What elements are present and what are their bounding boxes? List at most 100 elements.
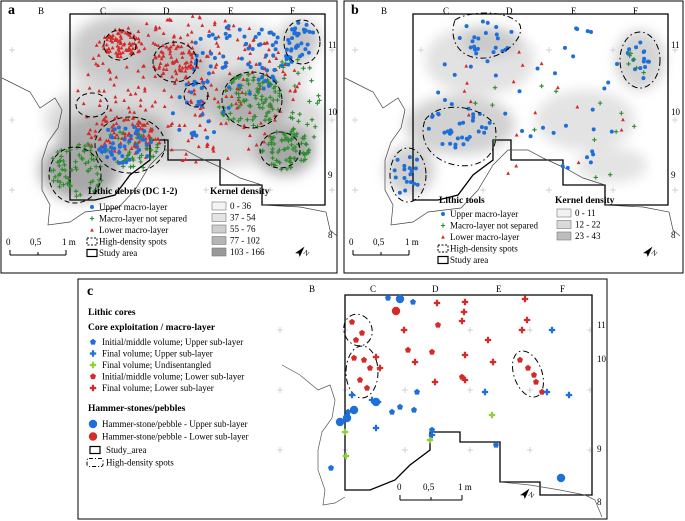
point-mixed [137, 155, 142, 160]
panel-c-area-legend: Study_area High-density spots [86, 445, 174, 468]
point-lower [166, 124, 170, 128]
point-upper [112, 127, 117, 132]
point-lower [160, 50, 165, 55]
panel-a-legend: Upper macro-layer Macro-layer not separed… [86, 202, 187, 258]
point-lower [283, 72, 287, 76]
core-final-point [433, 299, 441, 307]
scale-label-half: 0,5 [30, 237, 42, 247]
point-lower [190, 55, 195, 60]
point-lower [105, 37, 110, 42]
point-lower [185, 60, 189, 64]
point-lower [157, 53, 162, 58]
point-upper [571, 54, 576, 59]
point-lower [157, 64, 162, 68]
point-mixed [302, 133, 307, 139]
point-lower [153, 42, 158, 47]
point-lower [142, 86, 147, 91]
point-lower [533, 110, 538, 115]
point-lower [281, 69, 285, 74]
point-mixed [303, 141, 308, 146]
core-final-point [428, 431, 436, 439]
panel-b-legend-title: Lithic tools [439, 196, 485, 206]
panel-a-density-title: Kernel density [210, 187, 270, 197]
point-lower [169, 147, 174, 152]
point-lower [123, 134, 127, 139]
point-lower [161, 31, 166, 36]
point-upper [145, 154, 150, 159]
point-mixed [245, 77, 251, 83]
scale-label-half: 0,5 [423, 482, 435, 492]
point-lower [575, 104, 580, 109]
point-lower [265, 40, 270, 45]
panel-c-col-labels: B C D E F [309, 284, 565, 294]
point-upper [625, 50, 630, 55]
point-lower [93, 133, 98, 138]
point-lower [185, 32, 190, 37]
point-upper [257, 31, 262, 36]
point-upper [287, 55, 292, 60]
core-final-point [342, 452, 350, 460]
point-upper [461, 120, 466, 125]
point-upper [520, 129, 525, 134]
point-lower [136, 123, 141, 127]
point-upper [562, 45, 567, 50]
point-upper [264, 53, 269, 58]
point-upper [136, 135, 141, 140]
point-mixed [293, 148, 299, 154]
hammerstone-point [349, 405, 359, 415]
point-mixed [302, 151, 307, 157]
point-upper [213, 36, 218, 41]
point-lower [224, 121, 229, 125]
point-lower [112, 149, 117, 153]
point-mixed [87, 185, 93, 191]
point-lower [180, 55, 185, 59]
point-mixed [266, 103, 272, 109]
point-upper [591, 152, 596, 157]
point-upper [239, 56, 244, 61]
point-lower [89, 135, 94, 140]
point-upper [305, 42, 310, 47]
point-upper [447, 131, 452, 136]
point-lower [153, 55, 158, 59]
point-mixed [311, 134, 317, 140]
point-upper [426, 126, 431, 131]
core-final-point [484, 336, 492, 344]
point-lower [191, 51, 196, 55]
point-mixed [66, 176, 71, 181]
point-lower [195, 65, 200, 69]
point-upper [565, 165, 570, 170]
point-lower [187, 48, 192, 53]
point-upper [122, 137, 127, 142]
point-lower [166, 46, 171, 51]
point-mixed [255, 89, 260, 94]
point-lower [110, 124, 114, 129]
point-upper [259, 27, 264, 32]
legend-label: Macro-layer not separed [99, 214, 187, 224]
point-lower [101, 117, 106, 122]
point-lower [192, 91, 197, 96]
point-upper [470, 118, 475, 123]
point-lower [119, 36, 124, 40]
point-upper [609, 129, 614, 134]
point-mixed [258, 83, 263, 89]
point-lower [212, 22, 217, 27]
point-lower [539, 61, 544, 66]
point-upper [221, 109, 226, 114]
point-upper [261, 86, 266, 91]
point-lower [178, 68, 182, 73]
point-upper [117, 150, 122, 155]
point-lower [94, 43, 99, 47]
legend-swatch-bigdot [88, 419, 98, 429]
core-final-point [458, 317, 466, 325]
point-lower [115, 114, 119, 119]
point-lower [241, 77, 246, 81]
point-upper [472, 44, 477, 49]
core-final-point [543, 388, 551, 396]
point-mixed [88, 166, 93, 171]
point-upper [149, 139, 154, 144]
panel-a-scale-bar: 0 0,5 1 m [6, 237, 76, 256]
point-mixed [607, 172, 613, 177]
point-mixed [148, 147, 154, 153]
point-upper [105, 155, 110, 160]
